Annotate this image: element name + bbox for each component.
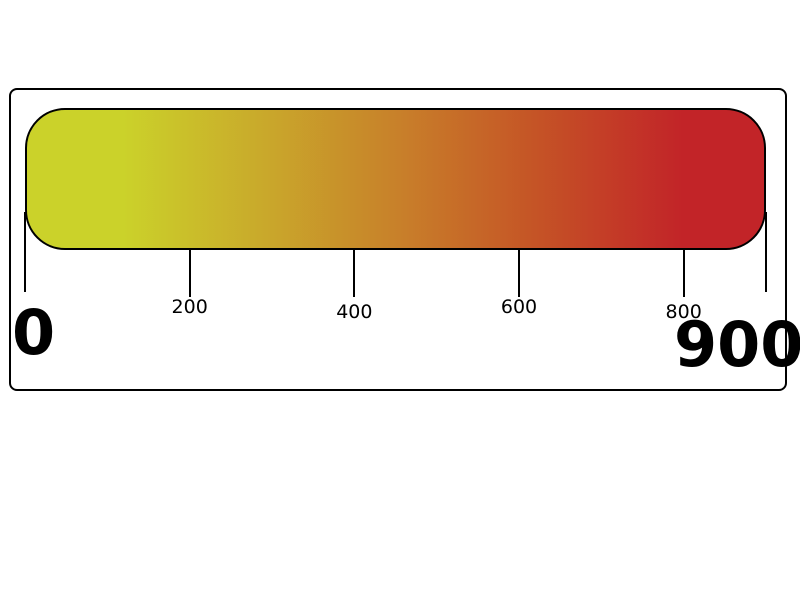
tick-200 — [189, 249, 191, 297]
tick-900 — [765, 212, 767, 292]
tick-600 — [518, 249, 520, 297]
tick-0 — [24, 212, 26, 292]
tick-400 — [353, 249, 355, 297]
scale-max-label: 900 — [674, 314, 800, 376]
tick-label-200: 200 — [172, 296, 208, 318]
scale-min-label: 0 — [12, 302, 55, 364]
tick-800 — [683, 249, 685, 297]
tick-label-600: 600 — [501, 296, 537, 318]
gradient-scale-bar — [25, 108, 766, 250]
tick-label-400: 400 — [336, 301, 372, 323]
